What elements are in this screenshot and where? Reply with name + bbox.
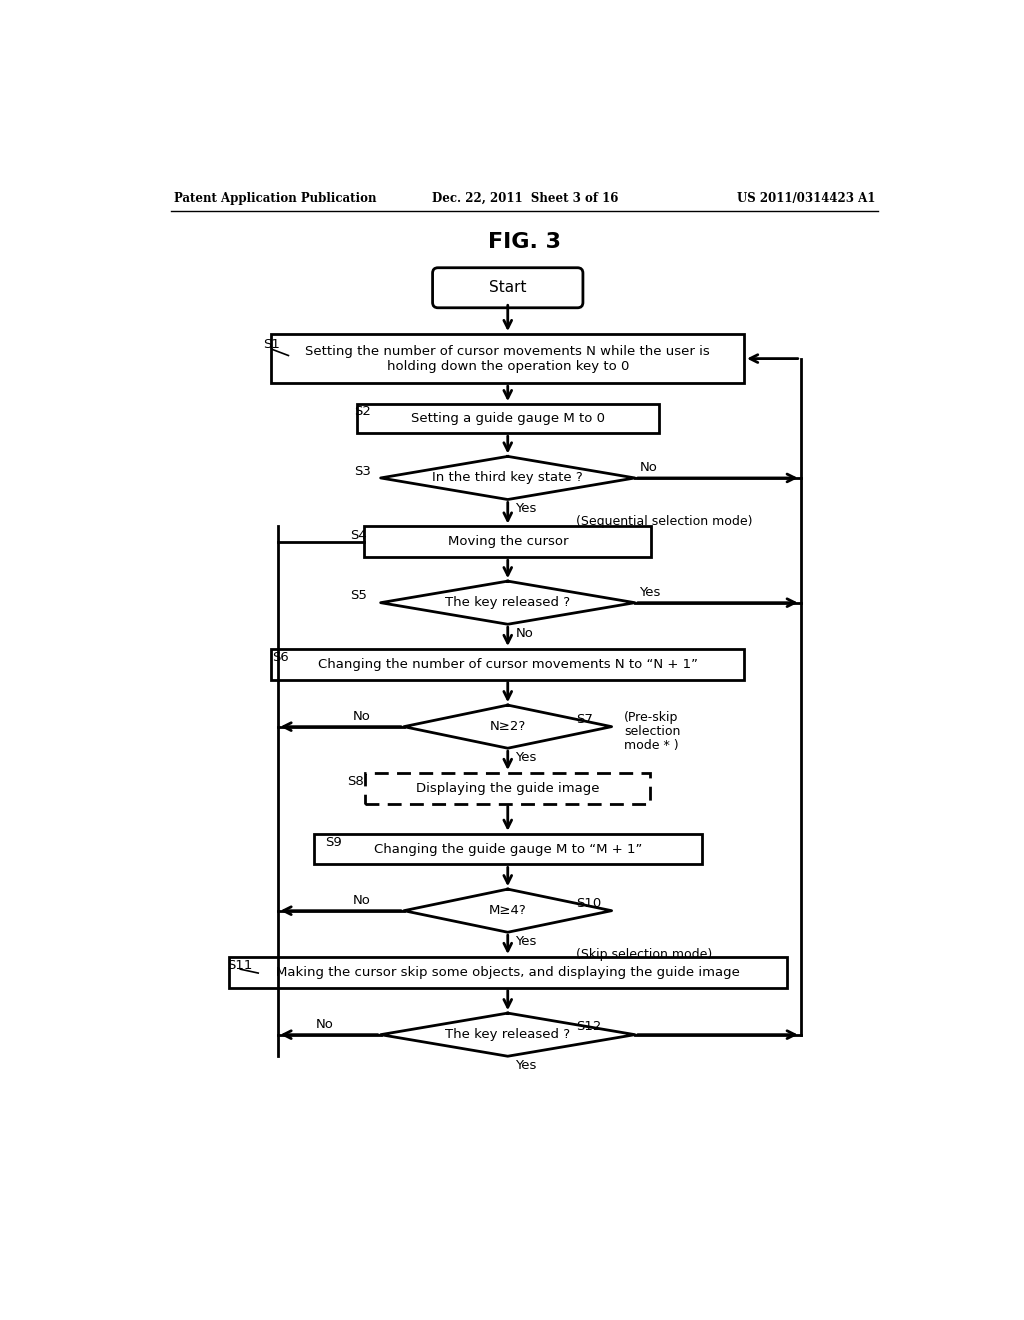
Text: S7: S7 [575, 713, 593, 726]
Bar [271, 649, 744, 680]
Text: S8: S8 [347, 775, 365, 788]
FancyBboxPatch shape [432, 268, 583, 308]
Text: No: No [515, 627, 534, 640]
Text: FIG. 3: FIG. 3 [488, 231, 561, 252]
Text: Setting the number of cursor movements N while the user is
holding down the oper: Setting the number of cursor movements N… [305, 345, 710, 372]
Text: S9: S9 [326, 836, 342, 849]
Text: S4: S4 [350, 529, 368, 543]
Text: S2: S2 [354, 405, 371, 418]
Text: No: No [352, 710, 371, 723]
Text: S11: S11 [227, 958, 253, 972]
Text: S12: S12 [575, 1020, 601, 1034]
Text: Yes: Yes [515, 751, 537, 764]
Text: No: No [352, 894, 371, 907]
Text: Changing the number of cursor movements N to “N + 1”: Changing the number of cursor movements … [317, 657, 697, 671]
Text: US 2011/0314423 A1: US 2011/0314423 A1 [736, 191, 876, 205]
Text: N≥2?: N≥2? [489, 721, 526, 733]
Text: Yes: Yes [515, 1059, 537, 1072]
Text: No: No [315, 1018, 334, 1031]
Text: Yes: Yes [640, 586, 660, 599]
Bar [314, 834, 701, 865]
Bar [356, 404, 658, 433]
Text: Setting a guide gauge M to 0: Setting a guide gauge M to 0 [411, 412, 605, 425]
Text: (Pre-skip: (Pre-skip [624, 711, 678, 723]
Text: S10: S10 [575, 898, 601, 911]
Text: No: No [640, 462, 657, 474]
Bar [365, 527, 651, 557]
Text: (Skip selection mode): (Skip selection mode) [575, 948, 713, 961]
Text: The key released ?: The key released ? [445, 1028, 570, 1041]
Text: Start: Start [489, 280, 526, 296]
Text: S6: S6 [272, 651, 289, 664]
Bar [228, 957, 786, 987]
Bar [271, 334, 744, 383]
Bar [366, 774, 650, 804]
Text: Moving the cursor: Moving the cursor [447, 536, 568, 548]
Text: The key released ?: The key released ? [445, 597, 570, 610]
Text: (Sequential selection mode): (Sequential selection mode) [575, 515, 753, 528]
Text: Changing the guide gauge M to “M + 1”: Changing the guide gauge M to “M + 1” [374, 842, 642, 855]
Text: selection: selection [624, 725, 680, 738]
Text: M≥4?: M≥4? [488, 904, 526, 917]
Text: S1: S1 [263, 338, 280, 351]
Text: mode * ): mode * ) [624, 739, 679, 751]
Text: Making the cursor skip some objects, and displaying the guide image: Making the cursor skip some objects, and… [275, 966, 739, 979]
Text: Patent Application Publication: Patent Application Publication [174, 191, 377, 205]
Text: Displaying the guide image: Displaying the guide image [416, 781, 599, 795]
Text: Dec. 22, 2011  Sheet 3 of 16: Dec. 22, 2011 Sheet 3 of 16 [431, 191, 618, 205]
Text: Yes: Yes [515, 502, 537, 515]
Text: In the third key state ?: In the third key state ? [432, 471, 583, 484]
Text: S5: S5 [350, 589, 368, 602]
Text: Yes: Yes [515, 935, 537, 948]
Text: S3: S3 [354, 465, 371, 478]
